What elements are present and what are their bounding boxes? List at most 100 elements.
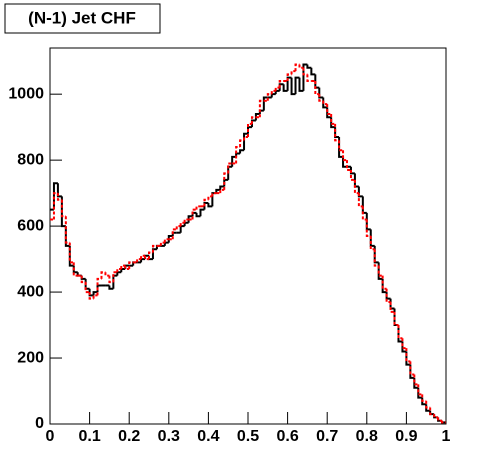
histogram-bin [306,64,312,69]
chart-title: (N-1) Jet CHF [28,8,136,27]
histogram-bin [250,116,256,124]
histogram-bin [108,275,114,284]
histogram-bin [140,254,146,260]
histogram-bin [294,76,300,95]
x-tick-label: 0.6 [276,428,298,445]
histogram-bin [195,212,201,218]
histogram-bin [148,251,153,260]
histogram-bin [124,265,130,270]
histogram-bin [250,119,256,128]
x-tick-label: 0.4 [197,428,219,445]
histogram-bin [338,137,344,158]
histogram-bin [108,285,114,290]
histogram-bin [334,123,340,142]
histogram-bin [306,74,312,82]
histogram-bin [112,271,118,283]
histogram-bin [417,384,423,396]
histogram-bin [247,122,252,138]
histogram-bin [342,150,347,162]
histogram-bin [60,199,66,218]
histogram-bin [357,186,363,198]
title-box [4,3,161,34]
histogram-bin [235,145,241,164]
y-tick-label: 0 [35,415,44,432]
histogram-bin [64,216,70,244]
histogram-bin [243,136,248,141]
histogram-bin [326,104,332,115]
histogram-bin [183,218,189,223]
histogram-bin [369,236,375,251]
histogram-bin [128,261,134,269]
histogram-bin [385,288,391,303]
x-tick-label: 0.9 [395,428,417,445]
x-tick-label: 0.3 [158,428,180,445]
histogram-bin [68,245,74,267]
histogram-bin [357,193,363,208]
y-tick-label: 600 [17,217,44,234]
histogram-bin [365,219,371,237]
histogram-bin [203,202,209,210]
histogram-bin [159,241,165,246]
histogram-bin [409,361,415,376]
histogram-bin [349,170,355,181]
histogram-bin [349,166,355,175]
histogram-bin [429,407,435,416]
histogram-bin [239,139,245,147]
histogram-bin [211,192,217,197]
histogram-bin [239,149,245,154]
histogram-bin [294,63,300,72]
x-tick-label: 1 [442,428,451,445]
histogram-bin [151,244,157,253]
histogram-bin [52,192,58,220]
histogram-bin [203,198,209,207]
histogram-bin [262,96,268,111]
histogram-bin [425,400,431,409]
histogram-bin [199,208,205,217]
histogram-bin [310,67,316,76]
histogram-bin [56,193,62,201]
histogram-bin [373,249,379,267]
x-tick-label: 0 [46,428,55,445]
histogram-bin [286,76,292,91]
histogram-bin [342,156,347,168]
histogram-bin [302,67,308,76]
histogram-bin [441,420,446,424]
histogram-bin [274,86,280,91]
histogram-bin [270,89,276,95]
histogram-bin [84,282,90,294]
histogram-bin [116,267,122,273]
histogram-bin [219,188,225,194]
histogram-bin [116,271,122,276]
histogram-bin [187,215,193,223]
y-tick-label: 200 [17,349,44,366]
x-tick-label: 0.5 [237,428,259,445]
histogram-bin [175,225,181,230]
histogram-bin [167,235,173,243]
histogram-bin [314,80,320,96]
histogram-bin [381,275,387,290]
histogram-bin [365,212,371,231]
histogram-bin [258,99,264,118]
histogram-bin [298,64,304,69]
histogram-bin [163,238,169,243]
histogram-bin [120,264,126,269]
histogram-bin [100,271,106,279]
histogram-bin [136,258,142,263]
histogram-bin [437,417,443,422]
histogram-bin [171,228,177,240]
x-tick-label: 0.1 [78,428,100,445]
histogram-bin [397,325,403,340]
histogram-bin [207,203,213,208]
histogram-bin [80,275,86,284]
histogram-bin [88,292,94,300]
histogram-bin [92,294,98,299]
histogram-bin [92,291,98,296]
histogram-bin [72,262,78,277]
y-tick-label: 400 [17,283,44,300]
histogram-bin [278,83,284,91]
histogram-bin [353,179,359,195]
histogram-bin [243,132,248,151]
histogram-bin [369,229,375,247]
histogram-bin [377,265,383,277]
